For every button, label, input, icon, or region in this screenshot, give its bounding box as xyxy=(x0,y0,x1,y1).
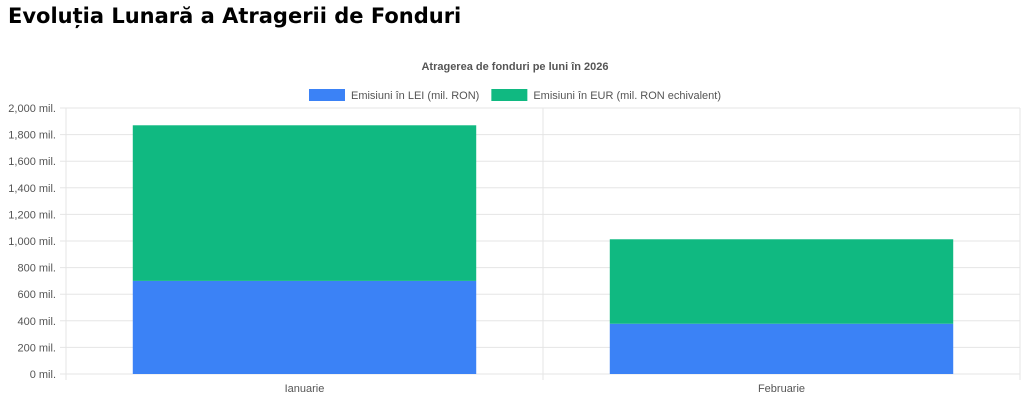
legend-label: Emisiuni în LEI (mil. RON) xyxy=(351,90,479,102)
y-tick-label: 600 mil. xyxy=(17,289,56,301)
page-title: Evoluția Lunară a Atragerii de Fonduri xyxy=(8,4,462,28)
y-tick-label: 1,800 mil. xyxy=(8,130,56,142)
y-tick-label: 1,400 mil. xyxy=(8,183,56,195)
y-axis: 0 mil. 200 mil. 400 mil. 600 mil. 800 mil. 1,… xyxy=(8,103,56,381)
y-tick-label: 1,200 mil. xyxy=(8,209,56,221)
y-tick-label: 200 mil. xyxy=(17,342,56,354)
bars xyxy=(132,125,954,374)
x-tick-label: Ianuarie xyxy=(285,383,325,395)
x-axis: Ianuarie Februarie xyxy=(285,383,805,395)
y-tick-label: 2,000 mil. xyxy=(8,103,56,115)
y-tick-label: 1,600 mil. xyxy=(8,156,56,168)
x-tick-label: Februarie xyxy=(758,383,805,395)
y-tick-label: 400 mil. xyxy=(17,316,56,328)
y-tick-label: 800 mil. xyxy=(17,263,56,275)
bar-segment xyxy=(609,239,954,324)
bar-segment xyxy=(609,323,954,374)
legend-swatch xyxy=(491,89,528,101)
chart-legend: Emisiuni în LEI (mil. RON) Emisiuni în EU… xyxy=(308,89,721,102)
legend-label: Emisiuni în EUR (mil. RON echivalent) xyxy=(533,90,721,102)
y-tick-label: 0 mil. xyxy=(30,369,56,381)
legend-swatch xyxy=(308,89,345,101)
y-tick-label: 1,000 mil. xyxy=(8,236,56,248)
bar-segment xyxy=(132,280,477,374)
bar-segment xyxy=(132,125,477,281)
chart-title: Atragerea de fonduri pe luni în 2026 xyxy=(421,61,608,73)
